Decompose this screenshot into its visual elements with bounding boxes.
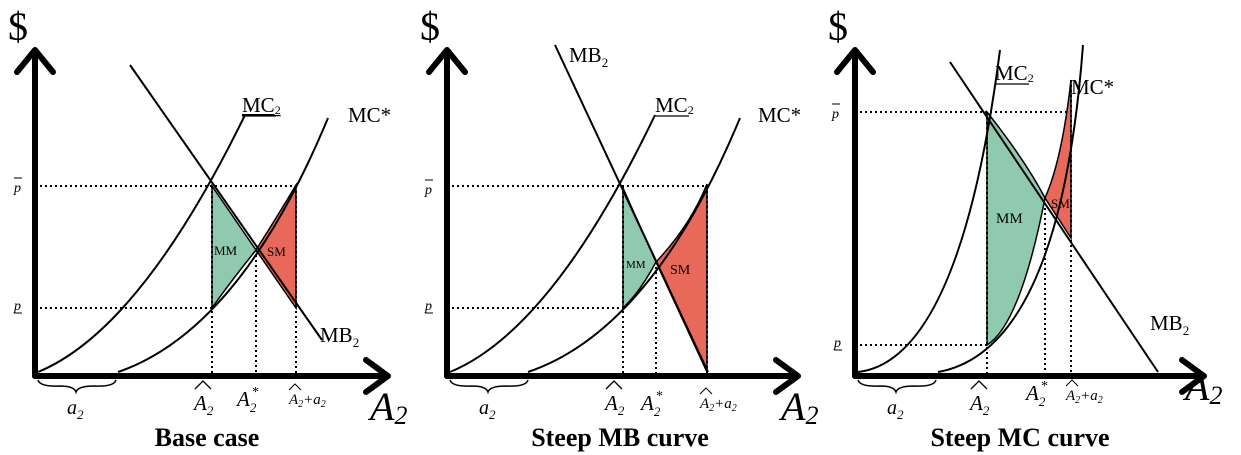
panel-steep-mb: $ A2 p p a2 A2 A2* A2+a2 MB2 MC2 MC* MM … [420,4,818,452]
panel-base-case: $ A2 p p a2 A2 A2* A2+a2 MC2 MC* MB2 MM … [8,4,407,452]
x-axis-label: A2 [778,384,818,430]
ahat-plus-hat [1065,379,1079,387]
sm-region [655,183,708,373]
mb2-label: MB2 [1150,311,1189,338]
y-axis-arrow [14,47,56,75]
mcstar-label: MC* [348,103,391,127]
mb2-label: MB2 [320,323,359,350]
mm-label: MM [626,259,646,271]
mcstar-label: MC* [758,103,801,127]
a2-label: a2 [887,397,904,422]
dollar-axis-label: $ [420,4,440,49]
ahat-plus-a-label: A2+a2 [288,392,326,410]
y-axis-arrow [834,47,876,75]
a2-label: a2 [479,397,496,422]
tick-p-under: p [13,299,21,314]
ahat-label: A2 [968,391,990,418]
ahat-plus-a-label: A2+a2 [699,396,737,414]
ahat-plus-hat [288,383,302,391]
x-axis-arrow [363,357,391,395]
mcstar-curve [117,117,329,373]
mc2-curve [857,49,1001,373]
x-axis-label: A2 [367,384,407,430]
mc2-curve [37,114,246,373]
sm-label: SM [1051,196,1070,211]
ahat-plus-a-label: A2+a2 [1065,388,1103,406]
tick-p-bar: p [13,181,21,196]
mc2-label: MC2 [995,61,1034,85]
tick-p-under: p [424,299,432,314]
mm-region [986,109,1046,347]
tick-p-bar: p [831,107,839,122]
mm-label: MM [214,243,238,258]
mcstar-label: MC* [1071,75,1114,99]
y-axis-arrow [426,47,468,75]
a2-brace [449,379,529,395]
mcstar-curve [937,44,1084,373]
ahat-hat [194,380,212,390]
mcstar-curve [527,117,741,373]
a2-brace [857,379,937,395]
x-axis-arrow [1179,357,1207,395]
dollar-axis-label: $ [828,4,848,49]
mc2-curve [449,114,656,373]
mb2-curve [949,61,1159,373]
astar-label: A2* [1024,379,1047,409]
mm-label: MM [996,211,1023,227]
x-axis-arrow [773,357,801,395]
panel-caption: Steep MB curve [531,423,709,452]
mb2-curve [129,64,323,341]
dollar-axis-label: $ [8,4,28,49]
panel-caption: Steep MC curve [930,423,1109,452]
ahat-hat [605,380,623,390]
mc2-label: MC2 [242,93,281,117]
x-axis-label: A2 [1182,364,1222,410]
sm-label: SM [267,244,286,259]
sm-label: SM [670,263,691,278]
ahat-label: A2 [603,391,625,418]
a2-label: a2 [67,397,84,422]
astar-label: A2* [639,389,662,419]
mb2-curve [554,44,709,373]
panel-caption: Base case [155,423,260,452]
ahat-hat [970,380,988,390]
ahat-label: A2 [192,391,214,418]
ahat-plus-hat [699,387,713,395]
tick-p-bar: p [424,183,432,198]
mc2-label: MC2 [655,93,694,117]
astar-label: A2* [235,385,258,415]
panel-steep-mc: $ A2 p p a2 A2 A2* A2+a2 MC2 MC* MB2 MM … [828,4,1222,452]
mb2-label: MB2 [569,43,608,70]
a2-brace [37,379,117,395]
tick-p-under: p [833,336,841,351]
